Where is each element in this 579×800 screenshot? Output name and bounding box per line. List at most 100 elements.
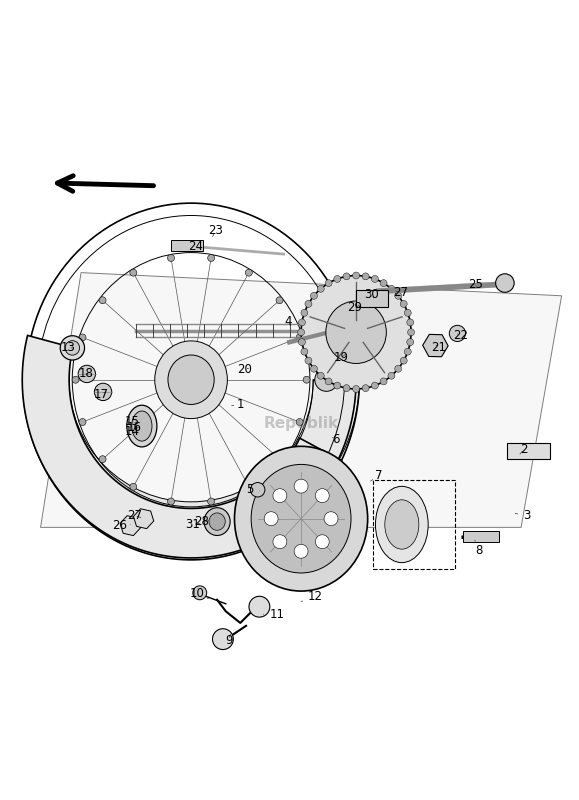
Text: 6: 6 [332, 433, 339, 446]
Ellipse shape [251, 465, 351, 573]
Text: 10: 10 [189, 587, 208, 601]
Text: 12: 12 [301, 590, 323, 603]
Circle shape [208, 498, 215, 505]
Circle shape [301, 310, 308, 316]
Circle shape [310, 292, 317, 299]
Ellipse shape [326, 301, 386, 363]
Circle shape [264, 512, 278, 526]
Ellipse shape [250, 482, 265, 497]
Circle shape [167, 254, 174, 262]
Text: 9: 9 [225, 634, 232, 646]
Text: 16: 16 [127, 422, 142, 434]
Ellipse shape [315, 368, 338, 391]
Text: 14: 14 [124, 426, 140, 438]
Circle shape [316, 489, 329, 502]
Text: 19: 19 [334, 351, 349, 364]
Text: 30: 30 [364, 288, 379, 301]
Circle shape [380, 378, 387, 385]
Circle shape [400, 301, 407, 307]
Circle shape [99, 456, 106, 462]
Text: 5: 5 [247, 483, 259, 496]
Circle shape [78, 366, 96, 382]
Polygon shape [41, 273, 562, 527]
Circle shape [298, 338, 305, 346]
Text: 8: 8 [475, 540, 483, 557]
Bar [356, 290, 388, 307]
Circle shape [334, 382, 341, 389]
Ellipse shape [204, 508, 230, 535]
Circle shape [94, 383, 112, 401]
Circle shape [298, 319, 305, 326]
Bar [507, 443, 550, 459]
Text: 2: 2 [520, 442, 527, 456]
Circle shape [79, 334, 86, 341]
Circle shape [298, 329, 305, 336]
Ellipse shape [301, 275, 411, 389]
Circle shape [404, 310, 411, 316]
Circle shape [325, 280, 332, 286]
Bar [373, 480, 455, 570]
Circle shape [353, 272, 360, 279]
Circle shape [407, 319, 414, 326]
Text: 21: 21 [431, 342, 446, 354]
Text: 26: 26 [112, 519, 130, 532]
Circle shape [273, 534, 287, 549]
Text: 31: 31 [185, 518, 200, 531]
Circle shape [371, 382, 378, 389]
Wedge shape [23, 380, 360, 548]
Circle shape [273, 489, 287, 502]
Circle shape [305, 301, 312, 307]
Circle shape [79, 418, 86, 426]
Text: 3: 3 [515, 510, 530, 522]
Circle shape [245, 270, 252, 276]
Circle shape [388, 286, 395, 292]
Circle shape [72, 376, 79, 383]
Circle shape [395, 366, 402, 372]
Text: 24: 24 [188, 240, 203, 253]
Polygon shape [22, 335, 342, 558]
Text: Republik: Republik [263, 416, 339, 430]
Circle shape [343, 385, 350, 392]
Circle shape [343, 273, 350, 280]
Text: 4: 4 [285, 315, 292, 328]
Circle shape [317, 372, 324, 379]
Circle shape [130, 483, 137, 490]
Circle shape [407, 338, 414, 346]
Text: 28: 28 [194, 515, 209, 528]
Circle shape [324, 512, 338, 526]
Text: 27: 27 [127, 510, 142, 522]
Circle shape [99, 297, 106, 304]
Text: 15: 15 [124, 415, 140, 428]
Bar [171, 240, 203, 250]
Circle shape [362, 385, 369, 392]
Ellipse shape [234, 446, 368, 591]
Circle shape [395, 292, 402, 299]
Circle shape [380, 280, 387, 286]
Circle shape [301, 348, 308, 355]
Circle shape [208, 254, 215, 262]
Text: 7: 7 [371, 469, 383, 482]
Circle shape [276, 297, 283, 304]
Ellipse shape [60, 336, 85, 360]
Text: 13: 13 [61, 342, 76, 354]
Ellipse shape [385, 500, 419, 549]
Circle shape [167, 498, 174, 505]
Circle shape [325, 378, 332, 385]
Text: 29: 29 [347, 301, 362, 314]
Circle shape [276, 456, 283, 462]
Circle shape [296, 334, 303, 341]
Circle shape [371, 275, 378, 282]
Circle shape [193, 586, 207, 600]
Ellipse shape [155, 341, 228, 418]
Circle shape [334, 275, 341, 282]
Circle shape [305, 357, 312, 364]
Bar [463, 531, 499, 542]
Text: 18: 18 [78, 367, 93, 381]
Circle shape [294, 544, 308, 558]
Circle shape [404, 348, 411, 355]
Ellipse shape [65, 341, 79, 355]
Circle shape [400, 357, 407, 364]
Ellipse shape [168, 355, 214, 405]
Ellipse shape [209, 513, 225, 530]
Text: 20: 20 [237, 363, 252, 376]
